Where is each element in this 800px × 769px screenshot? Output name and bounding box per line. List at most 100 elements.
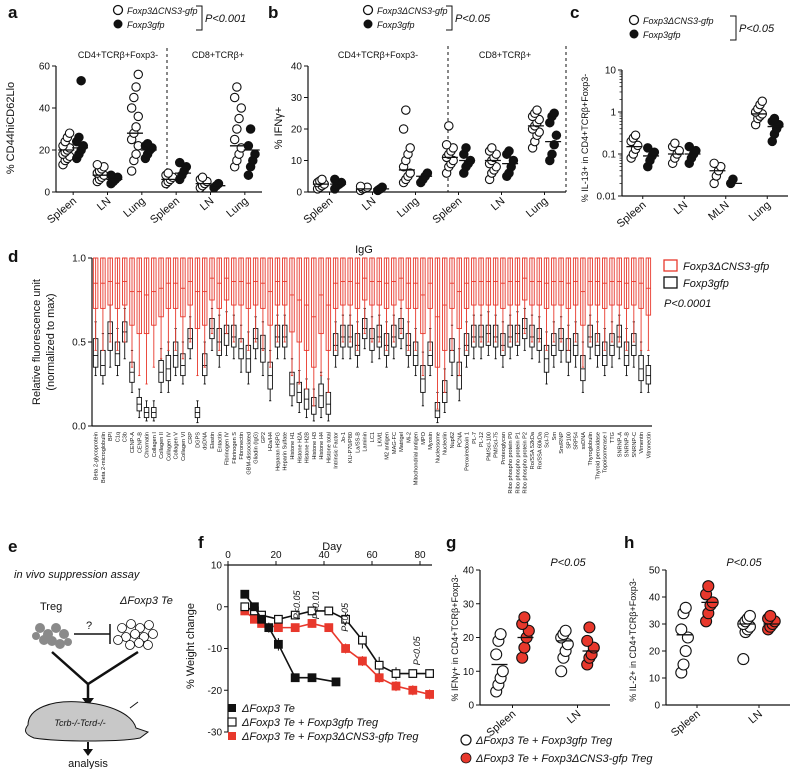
d-xtick-label-30: Histone H3: [312, 432, 318, 460]
d-iqr-box: [100, 349, 106, 377]
d-box-72-cns3: [616, 257, 622, 343]
b-point-3-0-9: [444, 121, 454, 131]
d-xtick-label-17: Entactin: [217, 432, 223, 452]
legend-a-open-marker: [112, 4, 124, 16]
d-xtick-label-9: Collagen II: [159, 432, 165, 459]
d-box-63-cns3: [551, 257, 557, 343]
te-cell-cluster: [113, 619, 158, 650]
f-point-1-0: [240, 602, 250, 612]
f-annotation-0: P<0.05: [292, 590, 302, 620]
d-xtick-label-43: Mi-2: [406, 432, 412, 443]
h-point-1-0-7: [743, 609, 756, 622]
d-box-62-cns3: [543, 257, 550, 351]
a-point-0-1-5: [74, 132, 84, 143]
d-xtick-label-65: SP100: [566, 432, 572, 449]
d-xtick-label-4: C3b: [123, 432, 129, 442]
g-ytick-label-3: 30: [463, 599, 475, 610]
a-point-3-0-5: [163, 168, 173, 178]
d-box-37-cns3: [362, 257, 368, 335]
b-point-0-0-6: [317, 174, 327, 185]
legend-f-marker-3: [228, 732, 236, 740]
c-point-3-0-7: [757, 96, 767, 107]
d-box-6-cns3: [136, 257, 142, 377]
d-box-15-cns3: [202, 257, 208, 368]
f-point-1-6: [324, 606, 334, 616]
pvalue-d: P<0.0001: [664, 298, 711, 310]
legend-c-bracket: [730, 15, 737, 41]
f-point-1-4: [290, 610, 300, 620]
f-point-1-7: [341, 614, 350, 624]
d-xtick-label-53: PL-12: [479, 432, 485, 447]
title-d: IgG: [355, 244, 373, 256]
b-ytick-label-4: 40: [291, 62, 303, 73]
d-xtick-label-41: MAG-FC: [392, 432, 398, 454]
d-box-73-cns3: [623, 257, 630, 351]
a-point-2-0-11: [133, 69, 144, 80]
d-iqr-box: [136, 257, 142, 335]
d-box-33-cns3: [332, 257, 339, 351]
d-box-40-cns3: [383, 257, 390, 351]
merge-arrow: [51, 650, 139, 686]
d-box-6-gfp: [136, 388, 142, 419]
d-xtick-label-5: CENP-A: [130, 432, 136, 453]
d-box-51-cns3: [463, 257, 470, 351]
a-ytick-label-1: 20: [39, 146, 51, 157]
legend-c-filled-marker: [629, 29, 639, 39]
b-point-5-1-6: [549, 108, 559, 119]
a-point-5-1-4: [243, 141, 254, 151]
d-box-64-cns3: [558, 257, 564, 343]
f-point-0-0: [240, 589, 250, 599]
f-point-2-10: [391, 681, 401, 691]
f-point-1-11: [408, 669, 418, 678]
d-box-21-cns3: [245, 257, 252, 351]
a-point-2-1-5: [142, 138, 153, 149]
g-point-0-1-0: [516, 651, 529, 664]
a-xtick-label-1: LN: [95, 195, 114, 213]
g-point-0-1-5: [518, 611, 531, 624]
d-xtick-label-44: Mitochondrial antigen: [414, 432, 420, 485]
panel-letter-b: b: [268, 3, 278, 22]
mouse-icon: [25, 701, 150, 742]
d-box-19-cns3: [231, 257, 237, 343]
d-box-32-cns3: [325, 257, 332, 393]
b-ytick-label-3: 30: [291, 93, 303, 104]
panel-f: Day % Weight change 100-10-20-300 20 40 60 8…: [185, 541, 434, 743]
f-annotation-2: P<0.05: [340, 602, 350, 632]
d-iqr-box: [645, 365, 652, 385]
a-point-5-1-5: [245, 124, 256, 134]
d-box-49-cns3: [449, 257, 455, 351]
d-box-52-cns3: [471, 257, 477, 343]
d-xtick-label-62: Scl-70: [545, 432, 551, 448]
d-xtick-label-42: Matrigel: [399, 432, 405, 452]
panel-e-schematic: in vivo suppression assay Treg ΔFoxp3 Te…: [14, 569, 173, 769]
d-xtick-label-46: Myosin: [428, 432, 434, 450]
f-ytick-label-0: 10: [211, 561, 223, 572]
d-iqr-box: [325, 391, 332, 415]
f-annotation-1: P<0.01: [311, 590, 321, 619]
d-xtick-label-75: Vimentin: [639, 432, 645, 454]
d-iqr-box: [325, 257, 332, 351]
d-iqr-box: [209, 257, 215, 301]
d-box-20-cns3: [238, 257, 244, 343]
f-point-0-5: [290, 673, 300, 683]
f-ytick-label-1: 0: [216, 602, 222, 613]
d-box-71-cns3: [609, 257, 615, 343]
a-point-4-1-2: [213, 178, 224, 189]
d-box-67-cns3: [580, 257, 586, 368]
d-box-28-cns3: [296, 257, 302, 385]
d-box-76-cns3: [645, 257, 652, 351]
b-point-4-1-3: [508, 155, 519, 166]
d-box-25-cns3: [274, 257, 281, 343]
f-point-2-1: [250, 614, 259, 624]
d-xtick-label-21: GBM-dissociated: [246, 432, 252, 475]
legend-d-cns3: Foxp3ΔCNS3-gfp: [683, 261, 769, 273]
a-point-5-0-6: [234, 113, 244, 124]
d-box-36-cns3: [354, 257, 361, 351]
f-point-0-1: [250, 602, 259, 612]
ylabel-a: % CD44hiCD62Llo: [5, 82, 17, 174]
d-box-4-cns3: [122, 257, 128, 343]
te-label: ΔFoxp3 Te: [119, 595, 173, 607]
g-ytick-label-2: 20: [463, 633, 475, 644]
b-point-2-0-9: [401, 105, 411, 115]
question-mark: ?: [86, 620, 92, 632]
